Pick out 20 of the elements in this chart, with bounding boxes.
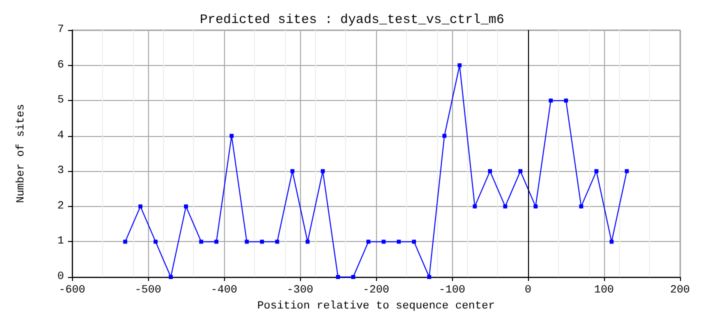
x-tick-label: 200 [670, 284, 690, 296]
x-tick-label: -400 [210, 284, 238, 296]
x-tick-label: -200 [362, 284, 390, 296]
y-tick-label: 6 [57, 59, 64, 72]
x-tick-label: -300 [286, 284, 314, 296]
x-tick-label: -600 [58, 284, 86, 296]
y-tick-label: 5 [57, 94, 64, 107]
x-tick-label: 100 [594, 284, 614, 296]
y-axis-title: Number of sites [16, 104, 28, 204]
x-tick-label: 0 [524, 284, 532, 296]
x-tick-label: -100 [438, 284, 466, 296]
x-tick-label: -500 [134, 284, 162, 296]
x-axis-title: Position relative to sequence center [257, 300, 495, 312]
chart-title: Predicted sites : dyads_test_vs_ctrl_m6 [200, 12, 504, 27]
y-tick-label: 1 [57, 236, 64, 248]
y-tick-label: 2 [57, 200, 64, 212]
y-tick-label: 0 [57, 271, 64, 283]
y-tick-label: 4 [57, 130, 64, 142]
y-tick-label: 7 [57, 24, 64, 36]
y-tick-label: 3 [57, 165, 64, 178]
